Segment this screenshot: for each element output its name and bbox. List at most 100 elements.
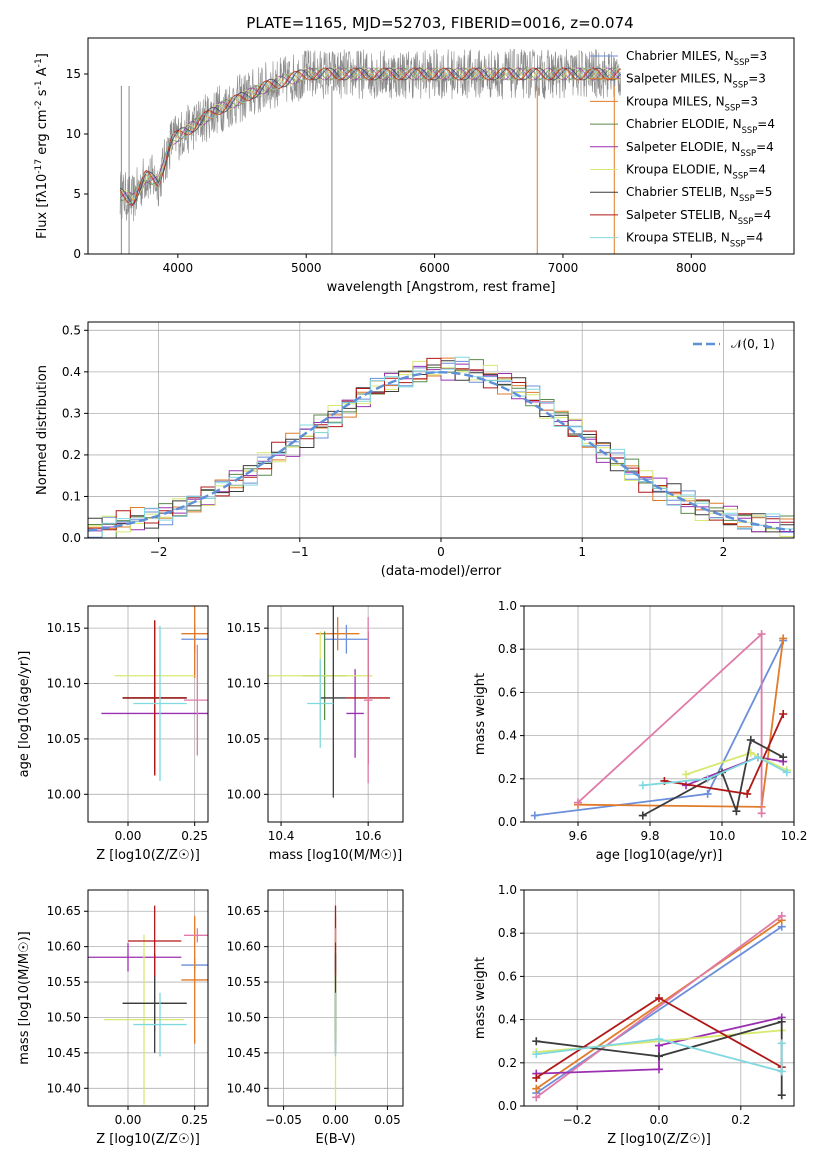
- y-tick-label: 0.2: [62, 448, 81, 462]
- legend-label: Chabrier ELODIE, NSSP=4: [626, 117, 775, 135]
- x-tick-label: 0.05: [374, 1113, 401, 1127]
- y-tick-label: 0.8: [498, 926, 517, 940]
- series-line: [535, 919, 783, 1090]
- x-tick-label: −1: [291, 545, 309, 559]
- axes-frame: [267, 605, 404, 823]
- x-tick-label: 5000: [291, 261, 322, 275]
- y-tick-label: 10.50: [47, 1010, 81, 1024]
- legend-label: Salpeter STELIB, NSSP=4: [626, 208, 771, 226]
- y-tick-label: 10.10: [47, 677, 81, 691]
- x-tick-label: 0.0: [649, 1113, 668, 1127]
- data-point: [184, 644, 208, 756]
- series-marker: [530, 811, 539, 820]
- panel-residuals: 𝒩(0, 1) −2 −1 0 1 2 0.0 0.1 0.2 0.3 0.4 0.5 (data-mo…: [35, 321, 795, 579]
- x-tick-label: 10.0: [709, 829, 736, 843]
- series-marker: [682, 770, 690, 779]
- y-tick-label: 10.00: [227, 787, 261, 801]
- y-tick-label: 10.15: [227, 621, 261, 635]
- data-point: [104, 934, 184, 1105]
- series: [574, 630, 766, 818]
- plot-area: [88, 905, 208, 1105]
- x-tick-label: 7000: [548, 261, 579, 275]
- x-tick-label: 1: [578, 545, 586, 559]
- legend: 𝒩(0, 1): [693, 337, 775, 351]
- series-marker: [574, 798, 582, 807]
- series-marker: [532, 1084, 541, 1093]
- x-axis-label: Z [log10(Z/Z☉)]: [96, 1132, 200, 1147]
- y-tick-label: 10.40: [227, 1081, 261, 1095]
- y-tick-label: 10.55: [227, 975, 261, 989]
- y-tick-label: 1.0: [498, 599, 517, 613]
- x-tick-label: 10.2: [781, 829, 808, 843]
- series-line: [535, 925, 783, 1094]
- y-tick-label: 10.45: [47, 1046, 81, 1060]
- y-tick-label: 0: [73, 247, 81, 261]
- x-tick-label: 6000: [419, 261, 450, 275]
- axes-frame: [87, 605, 209, 823]
- x-tick-label: 8000: [676, 261, 707, 275]
- data-point: [320, 606, 347, 798]
- legend-label: Salpeter ELODIE, NSSP=4: [626, 140, 774, 158]
- series: [638, 753, 791, 790]
- y-tick-label: 10.40: [47, 1081, 81, 1095]
- legend-label: Kroupa STELIB, NSSP=4: [626, 231, 763, 249]
- y-tick-label: 10.10: [227, 677, 261, 691]
- series-marker: [779, 710, 788, 718]
- y-tick-label: 10.50: [227, 1010, 261, 1024]
- data-point: [133, 625, 187, 782]
- data-point: [184, 928, 208, 943]
- x-tick-label: 0.00: [115, 1113, 142, 1127]
- data-point: [128, 905, 182, 977]
- gaussian-curve: [88, 371, 792, 532]
- series-marker: [655, 1065, 663, 1074]
- series-marker: [777, 1039, 786, 1048]
- y-tick-label: 0.5: [62, 323, 81, 337]
- x-tick-label: 4000: [163, 261, 194, 275]
- plot-area: [101, 606, 208, 782]
- legend-label: Kroupa MILES, NSSP=3: [626, 94, 758, 112]
- data-point: [181, 606, 208, 678]
- series: [660, 710, 788, 798]
- x-tick-label: −0.05: [265, 1113, 302, 1127]
- y-tick-label: 10.15: [47, 621, 81, 635]
- model-fit-line: [119, 67, 621, 200]
- x-axis-label: E(B-V): [315, 1132, 355, 1147]
- series-line: [642, 756, 788, 787]
- data-point: [88, 943, 182, 972]
- y-tick-label: 0.1: [62, 489, 81, 503]
- y-axis-label: Normed distribution: [35, 365, 50, 495]
- y-tick-label: 0.2: [498, 772, 517, 786]
- y-tick-label: 0.2: [498, 1056, 517, 1070]
- data-point: [307, 659, 334, 748]
- data-point: [181, 916, 208, 1044]
- x-tick-label: 9.6: [568, 829, 587, 843]
- data-point: [324, 624, 369, 654]
- x-tick-label: 0: [437, 545, 445, 559]
- series-marker: [777, 911, 786, 920]
- plot-area: [530, 630, 791, 820]
- figure-title: PLATE=1165, MJD=52703, FIBERID=0016, z=0…: [246, 14, 633, 32]
- y-tick-label: 10.05: [47, 732, 81, 746]
- x-tick-label: 10.4: [268, 829, 295, 843]
- y-tick-label: 0.3: [62, 406, 81, 420]
- y-axis-label: Flux [fλ10-17 erg cm-2 s-1 A-1]: [34, 53, 50, 239]
- series-marker: [757, 809, 766, 818]
- series-marker: [638, 811, 647, 820]
- series-marker: [532, 1093, 541, 1102]
- y-tick-label: 10.60: [227, 940, 261, 954]
- series-marker: [777, 1091, 786, 1100]
- y-tick-label: 0.0: [62, 531, 81, 545]
- series-marker: [532, 1073, 541, 1082]
- series-line: [536, 1038, 783, 1073]
- x-tick-label: 0.2: [731, 1113, 750, 1127]
- data-point: [363, 617, 373, 784]
- legend-label: Chabrier STELIB, NSSP=5: [626, 185, 772, 203]
- series-marker: [777, 1067, 786, 1076]
- legend: Chabrier MILES, NSSP=3 Salpeter MILES, NS…: [590, 49, 775, 249]
- y-tick-label: 10.05: [227, 732, 261, 746]
- axes-frame: [523, 605, 795, 823]
- y-axis-label: mass weight: [473, 957, 488, 1039]
- x-tick-label: −2: [150, 545, 168, 559]
- x-axis-label: age [log10(age/yr)]: [596, 848, 723, 863]
